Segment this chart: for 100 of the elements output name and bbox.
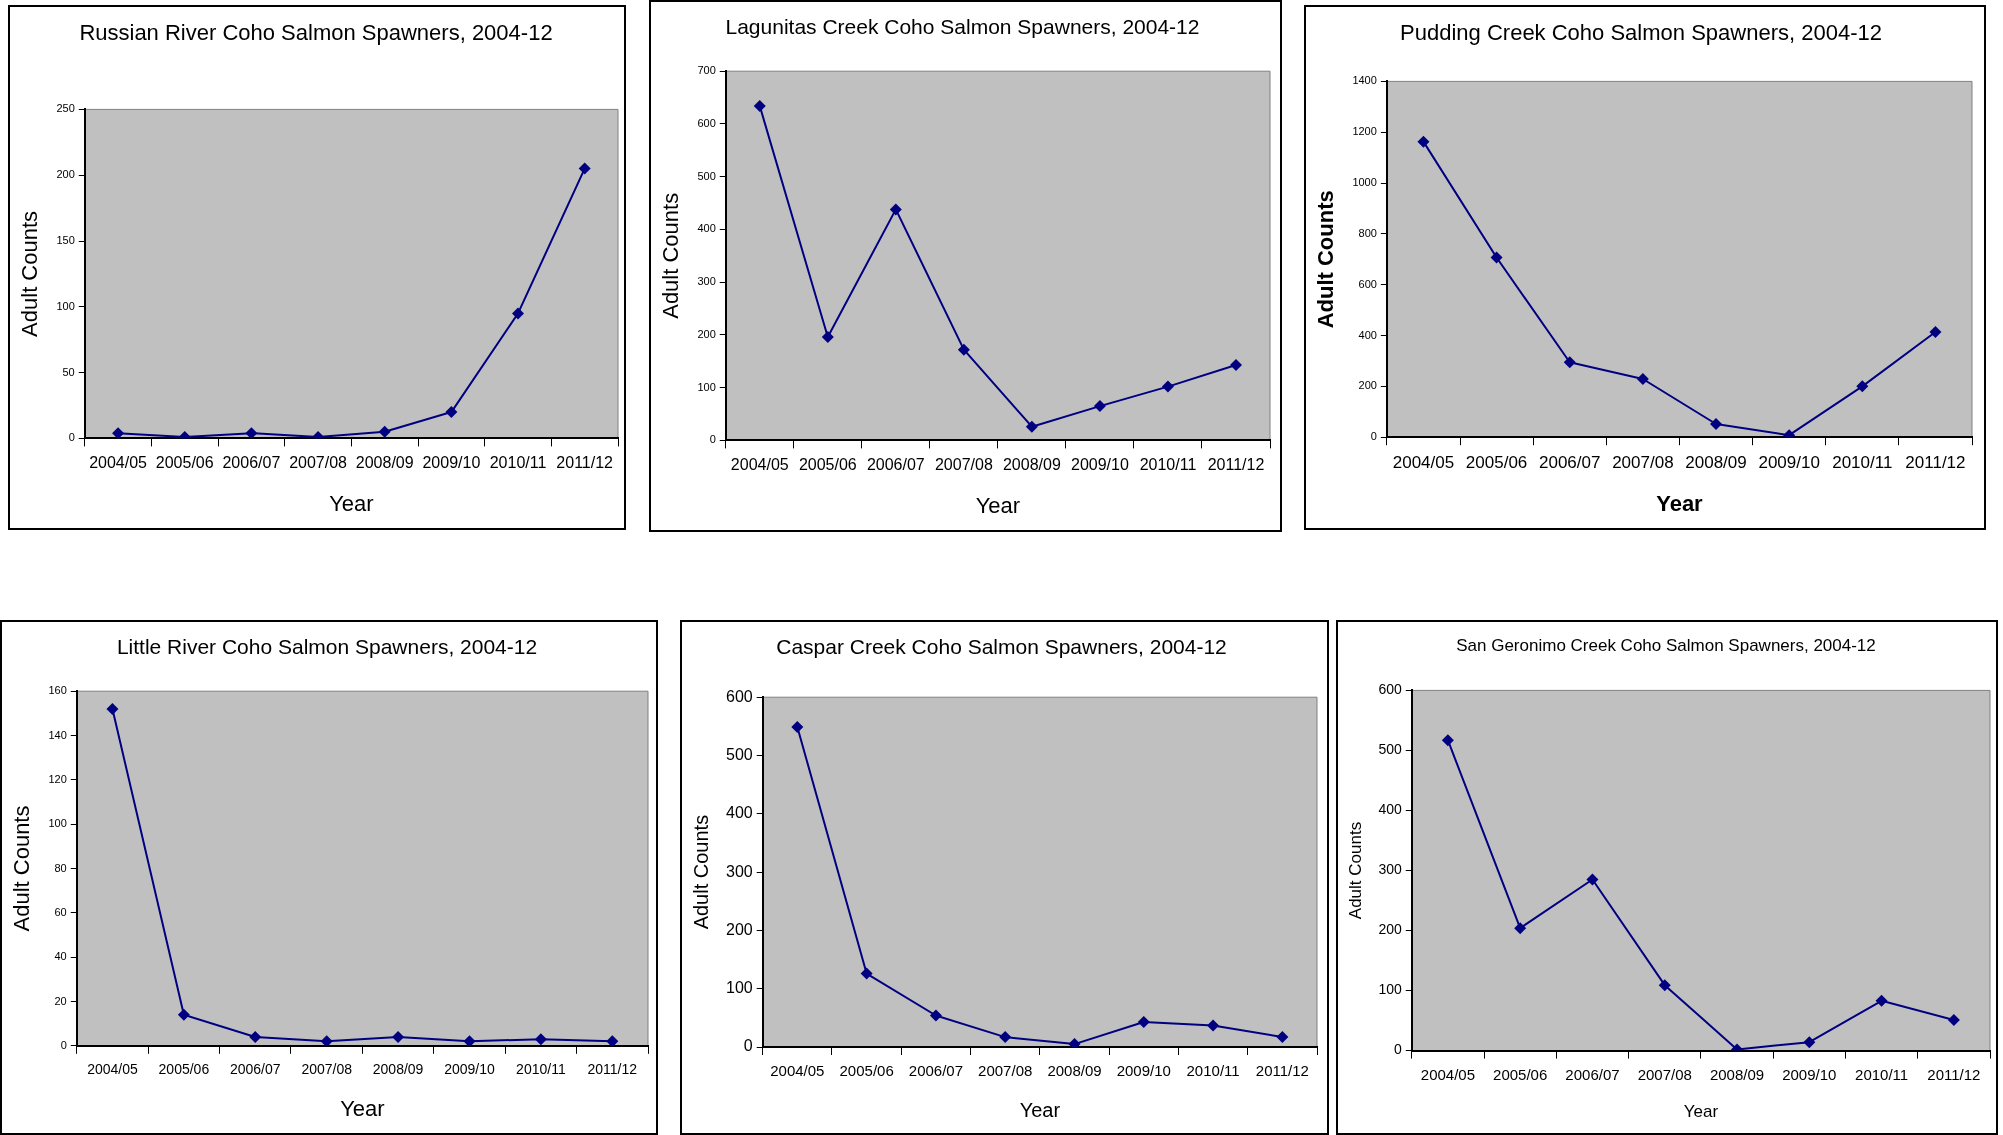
x-tick-label: 2009/10 — [1758, 453, 1820, 473]
point — [245, 427, 258, 439]
x-tick-label: 2011/12 — [556, 454, 614, 472]
x-tick-label: 2007/08 — [1637, 1065, 1692, 1083]
x-tick-label: 2004/05 — [770, 1062, 825, 1080]
point — [957, 343, 970, 356]
y-axis-title: Adult Counts — [9, 805, 35, 932]
y-tick-label: 140 — [48, 728, 67, 741]
x-tick-label: 2011/12 — [1927, 1065, 1981, 1083]
y-tick-label: 400 — [1378, 801, 1402, 818]
x-tick-label: 2009/10 — [1071, 456, 1129, 474]
y-tick-label: 400 — [697, 222, 716, 235]
point — [1658, 979, 1671, 992]
x-axis-title: Year — [329, 490, 374, 516]
x-axis-title: Year — [340, 1095, 385, 1121]
x-tick-label: 2011/12 — [1255, 1062, 1309, 1080]
chart-title: Lagunitas Creek Coho Salmon Spawners, 2004-12 — [725, 15, 1200, 39]
point — [249, 1030, 262, 1043]
x-tick-label: 2009/10 — [422, 454, 481, 472]
y-tick-label: 500 — [1378, 741, 1402, 758]
y-axis-title: Adult Counts — [1313, 190, 1339, 329]
x-tick-label: 2007/08 — [289, 454, 348, 472]
y-tick-label: 300 — [725, 862, 753, 880]
y-tick-label: 200 — [1378, 921, 1402, 938]
y-tick-label: 120 — [48, 772, 67, 785]
point — [791, 720, 804, 733]
point — [1207, 1019, 1220, 1032]
point — [1803, 1036, 1816, 1049]
x-tick-label: 2006/07 — [908, 1062, 964, 1080]
point — [1229, 358, 1242, 371]
y-tick-label: 800 — [1358, 226, 1377, 239]
x-tick-label: 2008/09 — [1002, 456, 1061, 474]
point — [1947, 1013, 1960, 1026]
x-tick-label: 2010/11 — [1832, 453, 1893, 473]
point — [445, 406, 458, 419]
y-tick-label: 400 — [1358, 328, 1377, 341]
chart-title: Little River Coho Salmon Spawners, 2004-12 — [116, 635, 538, 659]
y-tick-label: 160 — [48, 684, 67, 697]
y-tick-label: 400 — [725, 804, 753, 822]
x-tick-label: 2005/06 — [158, 1061, 210, 1078]
point — [1710, 417, 1723, 430]
y-tick-label: 300 — [697, 275, 716, 288]
y-tick-label: 40 — [54, 950, 67, 963]
x-axis-title: Year — [1683, 1102, 1719, 1122]
point — [112, 427, 125, 439]
x-tick-label: 2010/11 — [1139, 456, 1197, 474]
point — [512, 307, 525, 320]
point — [534, 1033, 547, 1046]
x-tick-label: 2006/07 — [866, 456, 925, 474]
point — [606, 1035, 619, 1046]
x-tick-label: 2005/06 — [1493, 1065, 1548, 1083]
point — [1636, 373, 1649, 385]
point — [929, 1009, 942, 1022]
y-tick-label: 150 — [56, 234, 75, 247]
point — [1025, 420, 1038, 433]
x-tick-label: 2010/11 — [1855, 1065, 1909, 1083]
y-tick-label: 100 — [56, 299, 75, 312]
chart-title: Caspar Creek Coho Salmon Spawners, 2004-12 — [776, 635, 1227, 659]
y-tick-label: 50 — [62, 365, 75, 378]
x-tick-label: 2008/09 — [355, 454, 414, 472]
point — [106, 702, 119, 715]
chart-title: San Geronimo Creek Coho Salmon Spawners, 2004-12 — [1456, 635, 1876, 655]
point — [378, 425, 391, 438]
y-tick-label: 1400 — [1352, 74, 1377, 87]
point — [1276, 1031, 1289, 1044]
point — [392, 1030, 405, 1043]
y-tick-label: 60 — [54, 905, 67, 918]
y-tick-label: 600 — [1378, 681, 1402, 698]
y-tick-label: 20 — [54, 994, 67, 1007]
y-tick-label: 250 — [56, 102, 75, 115]
chart-title: Pudding Creek Coho Salmon Spawners, 2004-12 — [1400, 20, 1882, 46]
x-axis-title: Year — [975, 492, 1021, 518]
x-tick-label: 2004/05 — [730, 456, 789, 474]
y-tick-label: 1200 — [1352, 125, 1377, 138]
point — [1161, 380, 1174, 393]
x-tick-label: 2010/11 — [489, 454, 547, 472]
x-tick-label: 2008/09 — [1709, 1065, 1765, 1083]
y-tick-label: 0 — [68, 431, 75, 444]
y-tick-label: 600 — [697, 116, 716, 129]
x-tick-label: 2009/10 — [1782, 1065, 1837, 1083]
point — [1137, 1015, 1150, 1028]
point — [753, 100, 766, 113]
x-tick-label: 2011/12 — [587, 1061, 638, 1078]
point — [578, 162, 591, 175]
point — [821, 331, 834, 344]
chart-title: Russian River Coho Salmon Spawners, 2004-12 — [79, 20, 553, 46]
y-tick-label: 500 — [725, 745, 753, 763]
x-axis-title: Year — [1656, 490, 1704, 516]
y-tick-label: 100 — [1378, 981, 1402, 998]
point — [1856, 380, 1869, 393]
x-tick-label: 2011/12 — [1905, 453, 1966, 473]
y-tick-label: 0 — [1370, 430, 1377, 443]
y-tick-label: 200 — [56, 168, 75, 181]
point — [1586, 873, 1599, 886]
point — [1563, 356, 1576, 369]
point — [1093, 400, 1106, 413]
x-tick-label: 2005/06 — [1465, 453, 1528, 473]
point — [320, 1035, 333, 1046]
y-tick-label: 0 — [60, 1038, 67, 1051]
y-tick-label: 0 — [1393, 1041, 1402, 1058]
